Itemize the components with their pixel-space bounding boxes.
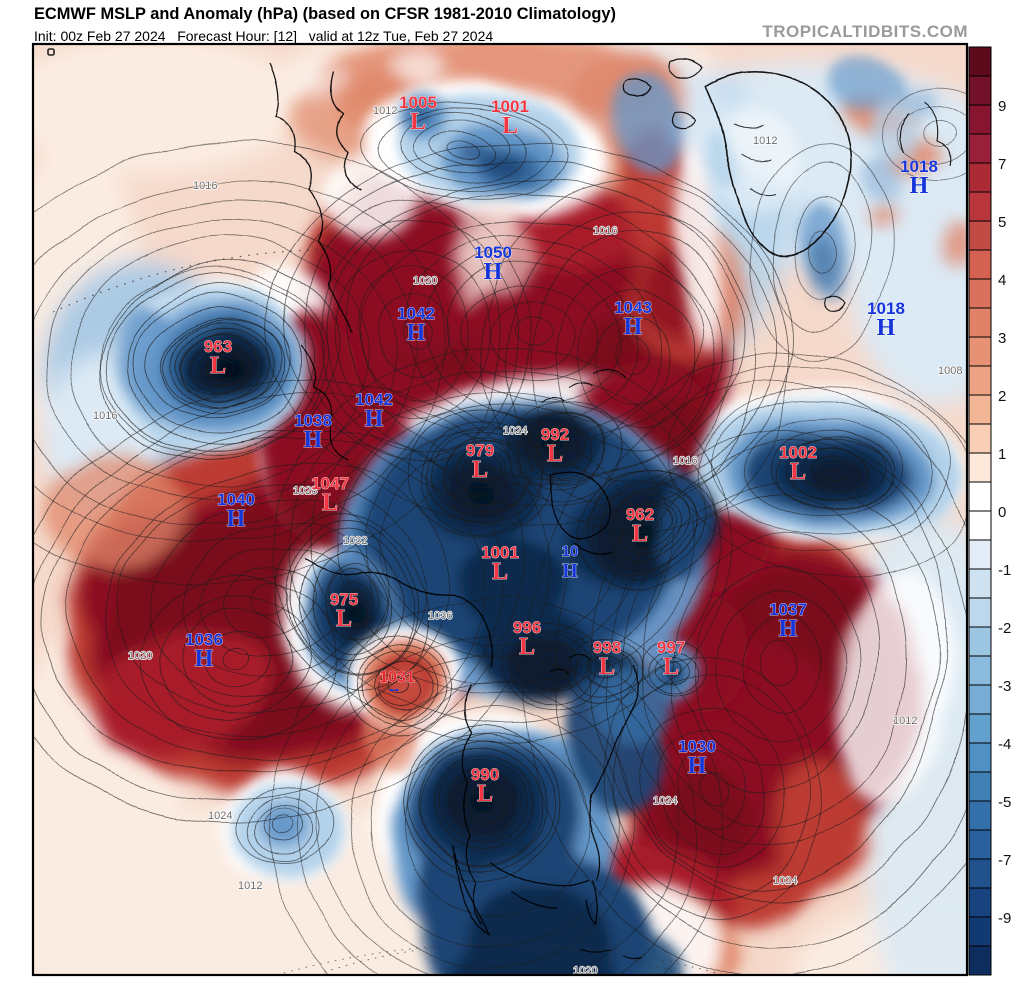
svg-text:H: H	[910, 173, 929, 199]
svg-text:-3: -3	[998, 678, 1011, 695]
svg-text:L: L	[492, 559, 508, 585]
svg-text:1005: 1005	[399, 93, 437, 112]
svg-text:1042: 1042	[397, 304, 435, 323]
svg-text:1030: 1030	[678, 737, 716, 756]
svg-text:1037: 1037	[769, 600, 807, 619]
svg-text:1032: 1032	[343, 535, 367, 547]
svg-text:998: 998	[593, 638, 621, 657]
svg-text:7: 7	[998, 156, 1006, 173]
svg-text:H: H	[407, 320, 426, 346]
svg-text:L: L	[322, 490, 338, 516]
svg-text:1040: 1040	[217, 490, 255, 509]
svg-text:1001: 1001	[491, 97, 529, 116]
svg-text:1012: 1012	[893, 715, 917, 727]
svg-text:1024: 1024	[208, 810, 232, 822]
svg-text:1008: 1008	[938, 365, 962, 377]
svg-text:962: 962	[626, 505, 654, 524]
svg-text:L: L	[547, 441, 563, 467]
svg-text:1: 1	[998, 446, 1006, 463]
svg-text:1012: 1012	[238, 880, 262, 892]
svg-text:L: L	[519, 634, 535, 660]
svg-text:1002: 1002	[779, 443, 817, 462]
svg-text:1001: 1001	[481, 543, 519, 562]
svg-text:-9: -9	[998, 910, 1011, 927]
svg-text:1050: 1050	[474, 243, 512, 262]
svg-text:1036: 1036	[428, 610, 452, 622]
svg-text:L: L	[210, 353, 226, 379]
svg-text:H: H	[484, 259, 503, 285]
svg-text:L: L	[663, 654, 679, 680]
svg-text:0: 0	[998, 504, 1006, 521]
svg-text:1042: 1042	[355, 390, 393, 409]
svg-text:979: 979	[466, 441, 494, 460]
svg-text:1016: 1016	[193, 180, 217, 192]
svg-text:1018: 1018	[900, 157, 938, 176]
svg-text:1012: 1012	[753, 135, 777, 147]
svg-text:996: 996	[513, 618, 541, 637]
svg-text:L: L	[336, 606, 352, 632]
svg-text:1020: 1020	[128, 650, 152, 662]
svg-text:1031: 1031	[379, 669, 415, 686]
svg-text:H: H	[304, 427, 323, 453]
svg-text:9: 9	[998, 98, 1006, 115]
svg-text:-7: -7	[998, 852, 1011, 869]
svg-text:1047: 1047	[311, 474, 349, 493]
svg-text:1020: 1020	[413, 275, 437, 287]
svg-text:L: L	[790, 459, 806, 485]
svg-text:-4: -4	[998, 736, 1011, 753]
svg-text:1018: 1018	[867, 299, 905, 318]
svg-text:1016: 1016	[93, 410, 117, 422]
svg-text:997: 997	[657, 638, 685, 657]
svg-text:1016: 1016	[673, 455, 697, 467]
svg-text:992: 992	[541, 425, 569, 444]
svg-text:975: 975	[330, 590, 358, 609]
svg-text:1024: 1024	[773, 875, 797, 887]
svg-text:1020: 1020	[573, 965, 597, 977]
svg-text:L: L	[599, 654, 615, 680]
svg-text:4: 4	[998, 272, 1006, 289]
svg-text:10: 10	[562, 543, 579, 560]
svg-text:1038: 1038	[294, 411, 332, 430]
svg-text:963: 963	[204, 337, 232, 356]
svg-text:1016: 1016	[593, 225, 617, 237]
svg-text:H: H	[688, 753, 707, 779]
svg-text:1024: 1024	[503, 425, 527, 437]
svg-text:-2: -2	[998, 620, 1011, 637]
svg-text:L: L	[477, 781, 493, 807]
svg-text:1024: 1024	[653, 795, 677, 807]
svg-text:L: L	[472, 457, 488, 483]
svg-text:1043: 1043	[614, 298, 652, 317]
svg-text:H: H	[227, 506, 246, 532]
svg-text:1036: 1036	[185, 630, 223, 649]
svg-text:990: 990	[471, 765, 499, 784]
svg-text:L: L	[410, 109, 426, 135]
svg-text:1028: 1028	[293, 485, 317, 497]
svg-text:L: L	[632, 521, 648, 547]
svg-text:H: H	[877, 315, 896, 341]
svg-text:-5: -5	[998, 794, 1011, 811]
svg-text:L: L	[502, 113, 518, 139]
svg-text:H: H	[365, 406, 384, 432]
svg-text:3: 3	[998, 330, 1006, 347]
svg-text:H: H	[779, 616, 798, 642]
svg-text:--: --	[389, 681, 399, 698]
svg-text:H: H	[195, 646, 214, 672]
svg-text:2: 2	[998, 388, 1006, 405]
svg-text:H: H	[624, 314, 643, 340]
svg-text:5: 5	[998, 214, 1006, 231]
svg-text:H: H	[562, 560, 578, 582]
svg-text:-1: -1	[998, 562, 1011, 579]
svg-text:1012: 1012	[373, 105, 397, 117]
